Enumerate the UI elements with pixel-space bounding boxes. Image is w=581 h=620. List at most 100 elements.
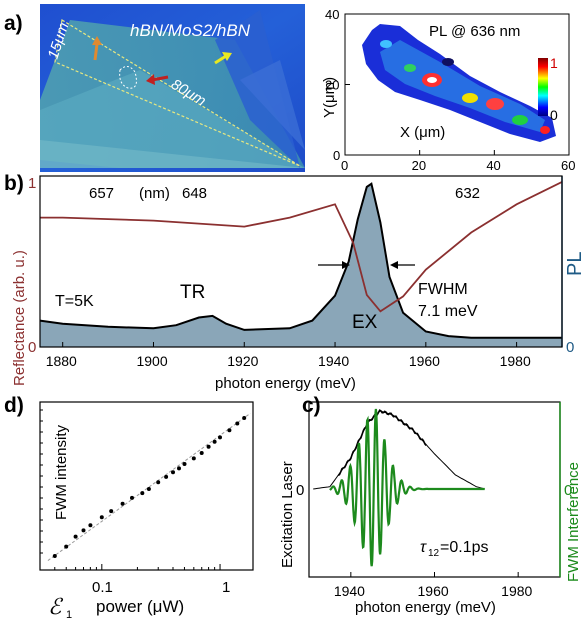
plot-b-x-ticks: 1880 1900 1920 1940 1960 1980	[46, 342, 531, 369]
panel-d-label: d)	[4, 394, 24, 417]
pl-map-y-ticks: 0 20 40	[325, 7, 350, 163]
orange-arrow	[93, 43, 99, 61]
plot-b-xtick-label: 1920	[227, 353, 258, 369]
panel-a-label: a)	[4, 12, 23, 35]
plot-c-right-tick: 0	[564, 482, 572, 499]
data-point	[52, 554, 57, 558]
plot-b	[39, 176, 563, 347]
panel-b-label: b)	[4, 172, 24, 195]
data-point	[191, 456, 196, 461]
pl-map-title: PL @ 636 nm	[429, 23, 520, 40]
plot-d-xtick-1: 1	[222, 579, 230, 596]
panel-b: b) 657 (nm) 648 632 T=5K TR EX FWHM 7.1 …	[4, 172, 581, 392]
plot-b-xlabel: photon energy (meV)	[215, 375, 356, 392]
ex-label: EX	[352, 312, 378, 333]
data-point	[218, 435, 222, 440]
pl-line	[39, 182, 562, 339]
pl-axis-label: PL	[564, 252, 581, 276]
data-point	[182, 462, 187, 466]
data-point	[81, 528, 86, 533]
epsilon-subscript: 1	[66, 609, 72, 620]
yellow-arrow	[214, 54, 227, 65]
left-tick-1: 1	[28, 175, 36, 192]
plot-b-xtick-label: 1900	[136, 353, 167, 369]
plot-c-x-ticks: 1940 1960 1980	[334, 572, 533, 599]
data-point	[212, 439, 217, 444]
left-tick-0: 0	[28, 339, 36, 356]
right-tick-0: 0	[566, 339, 574, 356]
tau-subscript: 12	[428, 548, 440, 559]
data-point	[199, 451, 204, 455]
plot-b-xtick-label: 1960	[409, 353, 440, 369]
photo-title: hBN/MoS2/hBN	[130, 21, 251, 40]
data-point	[177, 466, 181, 471]
top-label-657: 657	[89, 185, 114, 202]
panel-c-label: c)	[302, 394, 321, 417]
panel-d: d) FWM intensity 0.1 1 ℰ 1 power (μW)	[4, 394, 254, 620]
optical-micrograph: hBN/MoS2/hBN 15μm 80μm	[40, 4, 305, 172]
fwhm-value: 7.1 meV	[418, 303, 478, 320]
pl-map-xlabel: X (μm)	[400, 124, 445, 141]
plot-b-frame	[39, 175, 563, 348]
pl-map-ytick-label: 0	[333, 148, 340, 163]
data-point	[140, 491, 145, 496]
pl-map-xtick-label: 40	[486, 158, 500, 173]
plot-c	[313, 402, 561, 577]
cbar-min: 0	[550, 107, 558, 123]
plot-c-xtick-label: 1960	[418, 583, 449, 599]
epsilon-symbol: ℰ	[48, 595, 64, 620]
cbar-max: 1	[550, 55, 558, 71]
plot-c-xtick-label: 1940	[334, 583, 365, 599]
red-arrow	[151, 75, 169, 82]
tau-symbol: τ	[420, 539, 427, 556]
plot-b-xtick-label: 1940	[318, 353, 349, 369]
fwhm-arrows	[318, 261, 415, 269]
fwm-interference	[329, 408, 485, 567]
data-point	[171, 470, 175, 475]
pl-map-ytick-label: 20	[325, 78, 339, 93]
panel-c: c) Excitation Laser FWM Interference 0 0…	[279, 394, 581, 616]
pl-map-xtick-label: 60	[561, 158, 575, 173]
plot-d-ylabel: FWM intensity	[53, 424, 70, 520]
pl-map-xtick-label: 20	[412, 158, 426, 173]
data-point	[227, 428, 232, 433]
pl-map-xtick-label: 0	[341, 158, 348, 173]
data-point	[206, 444, 211, 449]
top-label-648: 648	[182, 185, 207, 202]
data-point	[146, 487, 151, 491]
panel-a: a) hBN/MoS2/hBN 15μm 80μm	[4, 4, 305, 172]
data-point	[88, 523, 93, 528]
laser-spectrum	[313, 410, 485, 490]
plot-d	[40, 409, 251, 570]
data-point	[64, 544, 69, 549]
plot-d-xtick-0: 0.1	[92, 579, 113, 596]
pl-map: 1 0 PL @ 636 nm X (μm) Y(μm) 0 20 40 60 0 20…	[321, 7, 575, 173]
tau-value: =0.1ps	[440, 539, 488, 556]
pl-map-x-ticks: 0 20 40 60	[341, 150, 575, 173]
top-label-632: 632	[455, 185, 480, 202]
reflectance-line	[40, 181, 563, 313]
plot-c-ylabel-left: Excitation Laser	[279, 461, 296, 568]
data-point	[109, 509, 114, 514]
plot-d-frame	[39, 401, 254, 571]
data-point	[99, 515, 104, 520]
data-point	[164, 474, 169, 479]
data-point	[73, 534, 78, 539]
reflectance-axis-label: Reflectance (arb. u.)	[11, 250, 28, 386]
data-point	[130, 495, 134, 500]
plot-c-left-tick: 0	[296, 482, 304, 499]
pl-area	[40, 183, 562, 347]
data-point	[156, 480, 161, 485]
pl-map-ytick-label: 40	[325, 7, 339, 22]
data-point	[242, 416, 247, 420]
plot-c-xlabel: photon energy (meV)	[355, 599, 496, 616]
pl-map-ylabel: Y(μm)	[321, 77, 338, 118]
top-label-nm: (nm)	[139, 185, 170, 202]
fit-line	[47, 413, 251, 561]
tr-label: TR	[180, 282, 205, 303]
plot-c-xtick-label: 1980	[501, 583, 532, 599]
data-point	[235, 421, 240, 426]
plot-b-xtick-label: 1880	[46, 353, 77, 369]
laser-spectrum-measured	[337, 409, 427, 476]
